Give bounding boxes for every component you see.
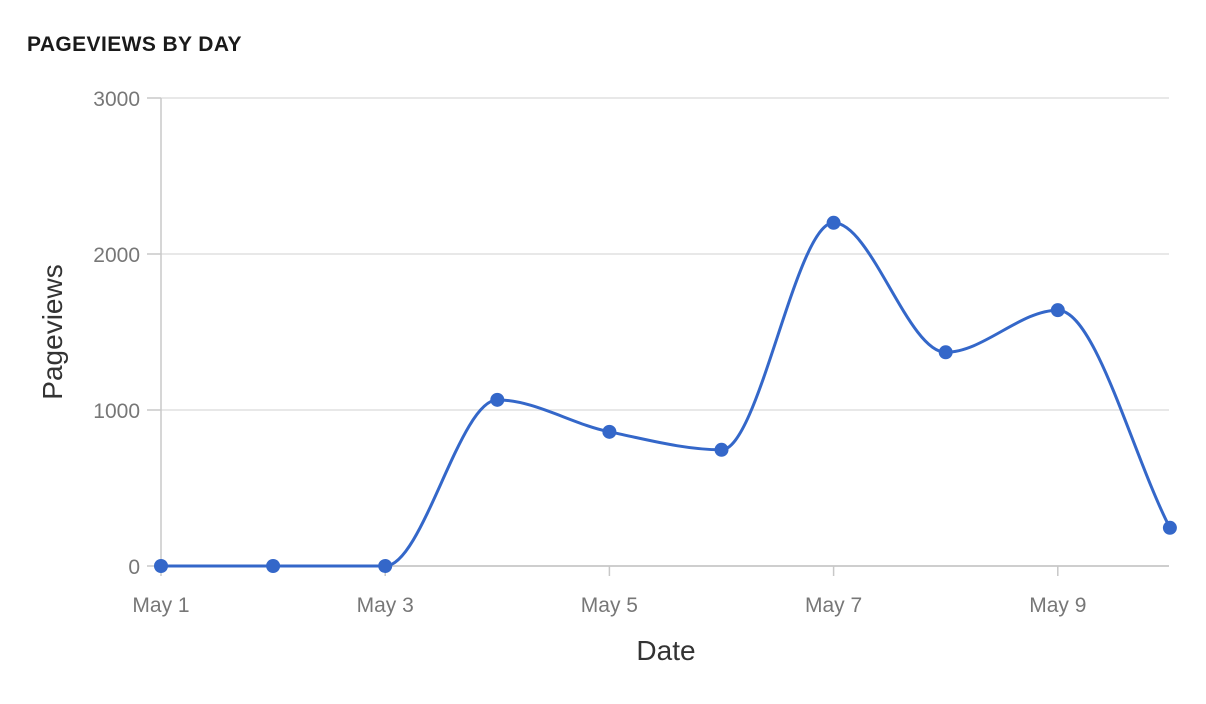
x-axis-title: Date — [636, 635, 695, 666]
y-axis-title: Pageviews — [37, 264, 68, 399]
data-point[interactable] — [1162, 520, 1177, 535]
x-tick-labels: May 1 May 3 May 5 May 7 May 9 — [132, 594, 1086, 617]
data-point[interactable] — [490, 392, 505, 407]
grid-lines — [161, 97, 1169, 411]
y-tick-label: 1000 — [93, 400, 140, 423]
y-tick-labels: 0 1000 2000 3000 — [93, 88, 140, 579]
data-points — [154, 215, 1177, 573]
y-tick-label: 3000 — [93, 88, 140, 111]
data-point[interactable] — [938, 345, 953, 360]
x-tick-label: May 7 — [805, 594, 862, 617]
data-point[interactable] — [1050, 303, 1065, 318]
x-tick-label: May 5 — [581, 594, 638, 617]
data-point[interactable] — [714, 442, 729, 457]
x-tick-label: May 1 — [132, 594, 189, 617]
chart-title: PAGEVIEWS BY DAY — [27, 33, 242, 56]
y-tick-label: 2000 — [93, 244, 140, 267]
data-point[interactable] — [378, 559, 393, 573]
data-point[interactable] — [826, 215, 841, 230]
x-tick-label: May 9 — [1029, 594, 1086, 617]
series-line — [160, 221, 1172, 568]
data-point[interactable] — [266, 559, 281, 573]
y-tick-label: 0 — [128, 556, 140, 579]
x-tick-label: May 3 — [357, 594, 414, 617]
data-point[interactable] — [602, 424, 617, 439]
axes — [147, 97, 1169, 576]
data-point[interactable] — [154, 559, 168, 573]
series-lines — [160, 221, 1172, 568]
